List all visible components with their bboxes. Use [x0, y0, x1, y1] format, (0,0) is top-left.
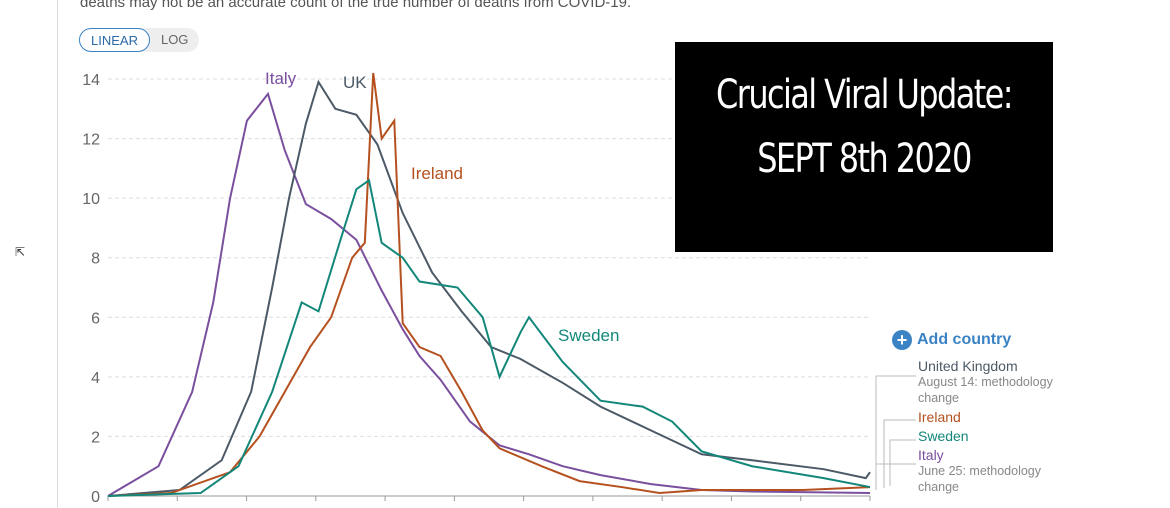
legend-item-ireland[interactable]: Ireland: [918, 409, 961, 425]
chart-note: deaths may not be an accurate count of t…: [80, 0, 632, 11]
legend-connector: [875, 375, 916, 490]
y-tick-label: 6: [91, 310, 100, 327]
legend-label: United Kingdom: [918, 358, 1018, 374]
plus-icon: +: [892, 330, 912, 350]
legend-item-sweden[interactable]: Sweden: [918, 428, 969, 444]
legend-connector: [883, 419, 916, 488]
overlay-line-2: SEPT 8th 2020: [757, 136, 972, 182]
series-line-sweden: [107, 178, 871, 497]
y-tick-label: 0: [91, 489, 100, 506]
series-line-uk: [107, 79, 871, 497]
y-tick-label: 12: [82, 132, 100, 149]
overlay-banner: Crucial Viral Update: SEPT 8th 2020: [675, 42, 1053, 252]
y-tick-label: 14: [82, 72, 100, 89]
series-line-italy: [107, 91, 871, 497]
linear-button[interactable]: LINEAR: [79, 28, 150, 52]
y-tick-label: 8: [91, 251, 100, 268]
chart-card: [57, 0, 1170, 508]
legend-item-italy[interactable]: Italy June 25: methodology change: [918, 447, 1078, 495]
y-tick-label: 10: [82, 191, 100, 208]
legend-connector: [875, 463, 916, 484]
series-line-ireland: [107, 72, 871, 497]
y-tick-label: 2: [91, 429, 100, 446]
legend-note: August 14: methodology change: [918, 375, 1053, 405]
series-label-uk: UK: [343, 73, 367, 92]
add-country-label: Add country: [917, 331, 1012, 348]
series-label-ireland: Ireland: [411, 164, 463, 183]
log-button[interactable]: LOG: [160, 32, 189, 47]
mouse-cursor-icon: ⇱: [15, 245, 26, 259]
overlay-line-1: Crucial Viral Update:: [716, 72, 1014, 118]
legend-connector: [889, 439, 916, 486]
series-label-sweden: Sweden: [558, 326, 619, 345]
series-label-italy: Italy: [265, 69, 297, 88]
scale-toggle: LINEAR LOG: [79, 28, 200, 52]
legend-label: Italy: [918, 447, 944, 463]
legend: + Add country United Kingdom August 14: me…: [892, 330, 1078, 495]
legend-note: June 25: methodology change: [918, 464, 1042, 494]
y-tick-label: 4: [91, 370, 100, 387]
add-country-button[interactable]: + Add country: [892, 330, 1078, 350]
legend-item-uk[interactable]: United Kingdom August 14: methodology cha…: [918, 358, 1078, 406]
